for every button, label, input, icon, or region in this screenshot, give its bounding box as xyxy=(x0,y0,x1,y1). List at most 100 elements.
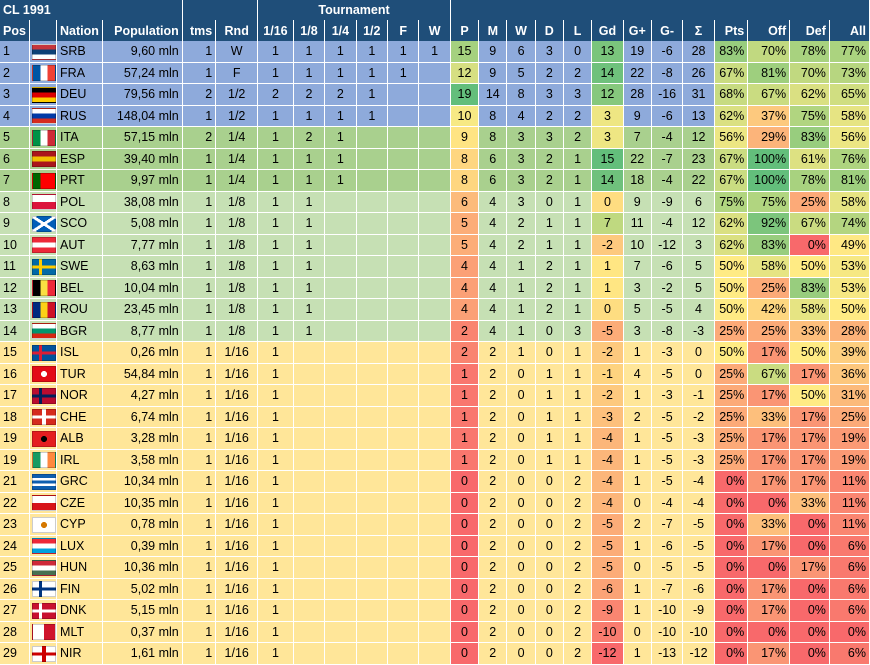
pos-cell: 6 xyxy=(0,148,30,170)
all-pct-cell: 77% xyxy=(829,41,870,62)
table-row: 23 CYP 0,78 mln 1 1/16 1 0 2 0 0 2 -5 2 -7 -5 0% 33% 0% 11… xyxy=(0,513,870,535)
def-pct-cell: 78% xyxy=(789,169,830,191)
r2-cell xyxy=(356,384,389,406)
teams-cell: 1 xyxy=(182,449,217,471)
population-cell: 39,40 mln xyxy=(102,148,183,170)
flag-cell xyxy=(29,556,58,578)
column-header: 1/2 xyxy=(356,20,389,41)
table-row: 1 SRB 9,60 mln 1 W 1 1 1 1 1 1 15 9 6 3 0 13 19 -6 28 83% 70%… xyxy=(0,41,870,62)
final-cell xyxy=(387,341,420,363)
pts-pct-cell: 25% xyxy=(714,384,749,406)
def-pct-cell: 50% xyxy=(789,255,830,277)
pos-cell: 19 xyxy=(0,449,30,471)
points-cell: 9 xyxy=(450,126,480,148)
r16-cell: 1 xyxy=(257,320,294,342)
draws-cell: 1 xyxy=(535,427,564,449)
table-title: CL 1991 xyxy=(0,0,183,20)
population-cell: 5,08 mln xyxy=(102,212,183,234)
pos-cell: 23 xyxy=(0,513,30,535)
flag-cell xyxy=(29,41,58,62)
r2-cell xyxy=(356,578,389,600)
r4-cell: 2 xyxy=(324,83,357,105)
off-pct-cell: 17% xyxy=(747,535,791,557)
round-cell: 1/16 xyxy=(215,427,259,449)
goal-diff-cell: -9 xyxy=(591,599,624,621)
draws-cell: 2 xyxy=(535,148,564,170)
wins-cell: 3 xyxy=(506,191,536,213)
goal-diff-cell: -12 xyxy=(591,642,624,664)
r4-cell: 1 xyxy=(324,62,357,84)
sum-cell: -6 xyxy=(682,578,715,600)
r16-cell: 1 xyxy=(257,105,294,127)
all-pct-cell: 58% xyxy=(829,191,870,213)
teams-cell: 1 xyxy=(182,341,217,363)
sum-cell: -3 xyxy=(682,320,715,342)
column-header: G+ xyxy=(623,20,652,41)
table-row: 10 AUT 7,77 mln 1 1/8 1 1 5 4 2 1 1 -2 10 -12 3 62% 83% 0%… xyxy=(0,234,870,256)
teams-cell: 1 xyxy=(182,320,217,342)
def-pct-cell: 83% xyxy=(789,126,830,148)
r2-cell xyxy=(356,212,389,234)
population-cell: 8,63 mln xyxy=(102,255,183,277)
r8-cell: 1 xyxy=(293,212,326,234)
draws-cell: 2 xyxy=(535,277,564,299)
table-row: 5 ITA 57,15 mln 2 1/4 1 2 1 9 8 3 3 2 3 7 -4 12 56% 29% 83%… xyxy=(0,126,870,148)
off-pct-cell: 67% xyxy=(747,363,791,385)
r4-cell xyxy=(324,277,357,299)
r16-cell: 1 xyxy=(257,406,294,428)
pos-cell: 21 xyxy=(0,470,30,492)
r8-cell xyxy=(293,556,326,578)
goals-against-cell: -10 xyxy=(651,621,684,643)
r2-cell xyxy=(356,126,389,148)
losses-cell: 1 xyxy=(563,406,593,428)
wins-cell: 0 xyxy=(506,449,536,471)
round-cell: 1/8 xyxy=(215,191,259,213)
column-header: 1/16 xyxy=(257,20,294,41)
r16-cell: 1 xyxy=(257,384,294,406)
r8-cell xyxy=(293,341,326,363)
goals-against-cell: -7 xyxy=(651,513,684,535)
round-cell: 1/16 xyxy=(215,642,259,664)
all-pct-cell: 11% xyxy=(829,470,870,492)
goals-against-cell: -5 xyxy=(651,556,684,578)
off-pct-cell: 37% xyxy=(747,105,791,127)
flag-cell xyxy=(29,126,58,148)
points-cell: 10 xyxy=(450,105,480,127)
nation-cell: POL xyxy=(56,191,104,213)
table-row: 22 CZE 10,35 mln 1 1/16 1 0 2 0 0 2 -4 0 -4 -4 0% 0% 33% 1… xyxy=(0,492,870,514)
final-cell xyxy=(387,320,420,342)
wins-cell: 0 xyxy=(506,578,536,600)
round-cell: 1/16 xyxy=(215,492,259,514)
flag-icon xyxy=(31,280,56,297)
flag-icon xyxy=(31,602,56,619)
wins-cell: 3 xyxy=(506,126,536,148)
population-cell: 1,61 mln xyxy=(102,642,183,664)
r2-cell xyxy=(356,449,389,471)
r16-cell: 1 xyxy=(257,642,294,664)
losses-cell: 2 xyxy=(563,126,593,148)
r16-cell: 1 xyxy=(257,255,294,277)
def-pct-cell: 0% xyxy=(789,234,830,256)
teams-cell: 1 xyxy=(182,191,217,213)
r4-cell xyxy=(324,470,357,492)
goals-against-cell: -7 xyxy=(651,578,684,600)
goal-diff-cell: 0 xyxy=(591,191,624,213)
pos-cell: 17 xyxy=(0,384,30,406)
round-cell: 1/16 xyxy=(215,535,259,557)
pos-cell: 27 xyxy=(0,599,30,621)
round-cell: 1/8 xyxy=(215,255,259,277)
r4-cell xyxy=(324,234,357,256)
points-cell: 4 xyxy=(450,298,480,320)
losses-cell: 2 xyxy=(563,492,593,514)
losses-cell: 2 xyxy=(563,578,593,600)
header-row-top: CL 1991 Tournament xyxy=(0,0,870,20)
off-pct-cell: 29% xyxy=(747,126,791,148)
win-cell: 1 xyxy=(418,41,451,62)
nation-cell: CHE xyxy=(56,406,104,428)
r16-cell: 1 xyxy=(257,191,294,213)
goal-diff-cell: -4 xyxy=(591,449,624,471)
win-cell xyxy=(418,449,451,471)
r16-cell: 1 xyxy=(257,621,294,643)
r4-cell xyxy=(324,320,357,342)
points-cell: 6 xyxy=(450,191,480,213)
